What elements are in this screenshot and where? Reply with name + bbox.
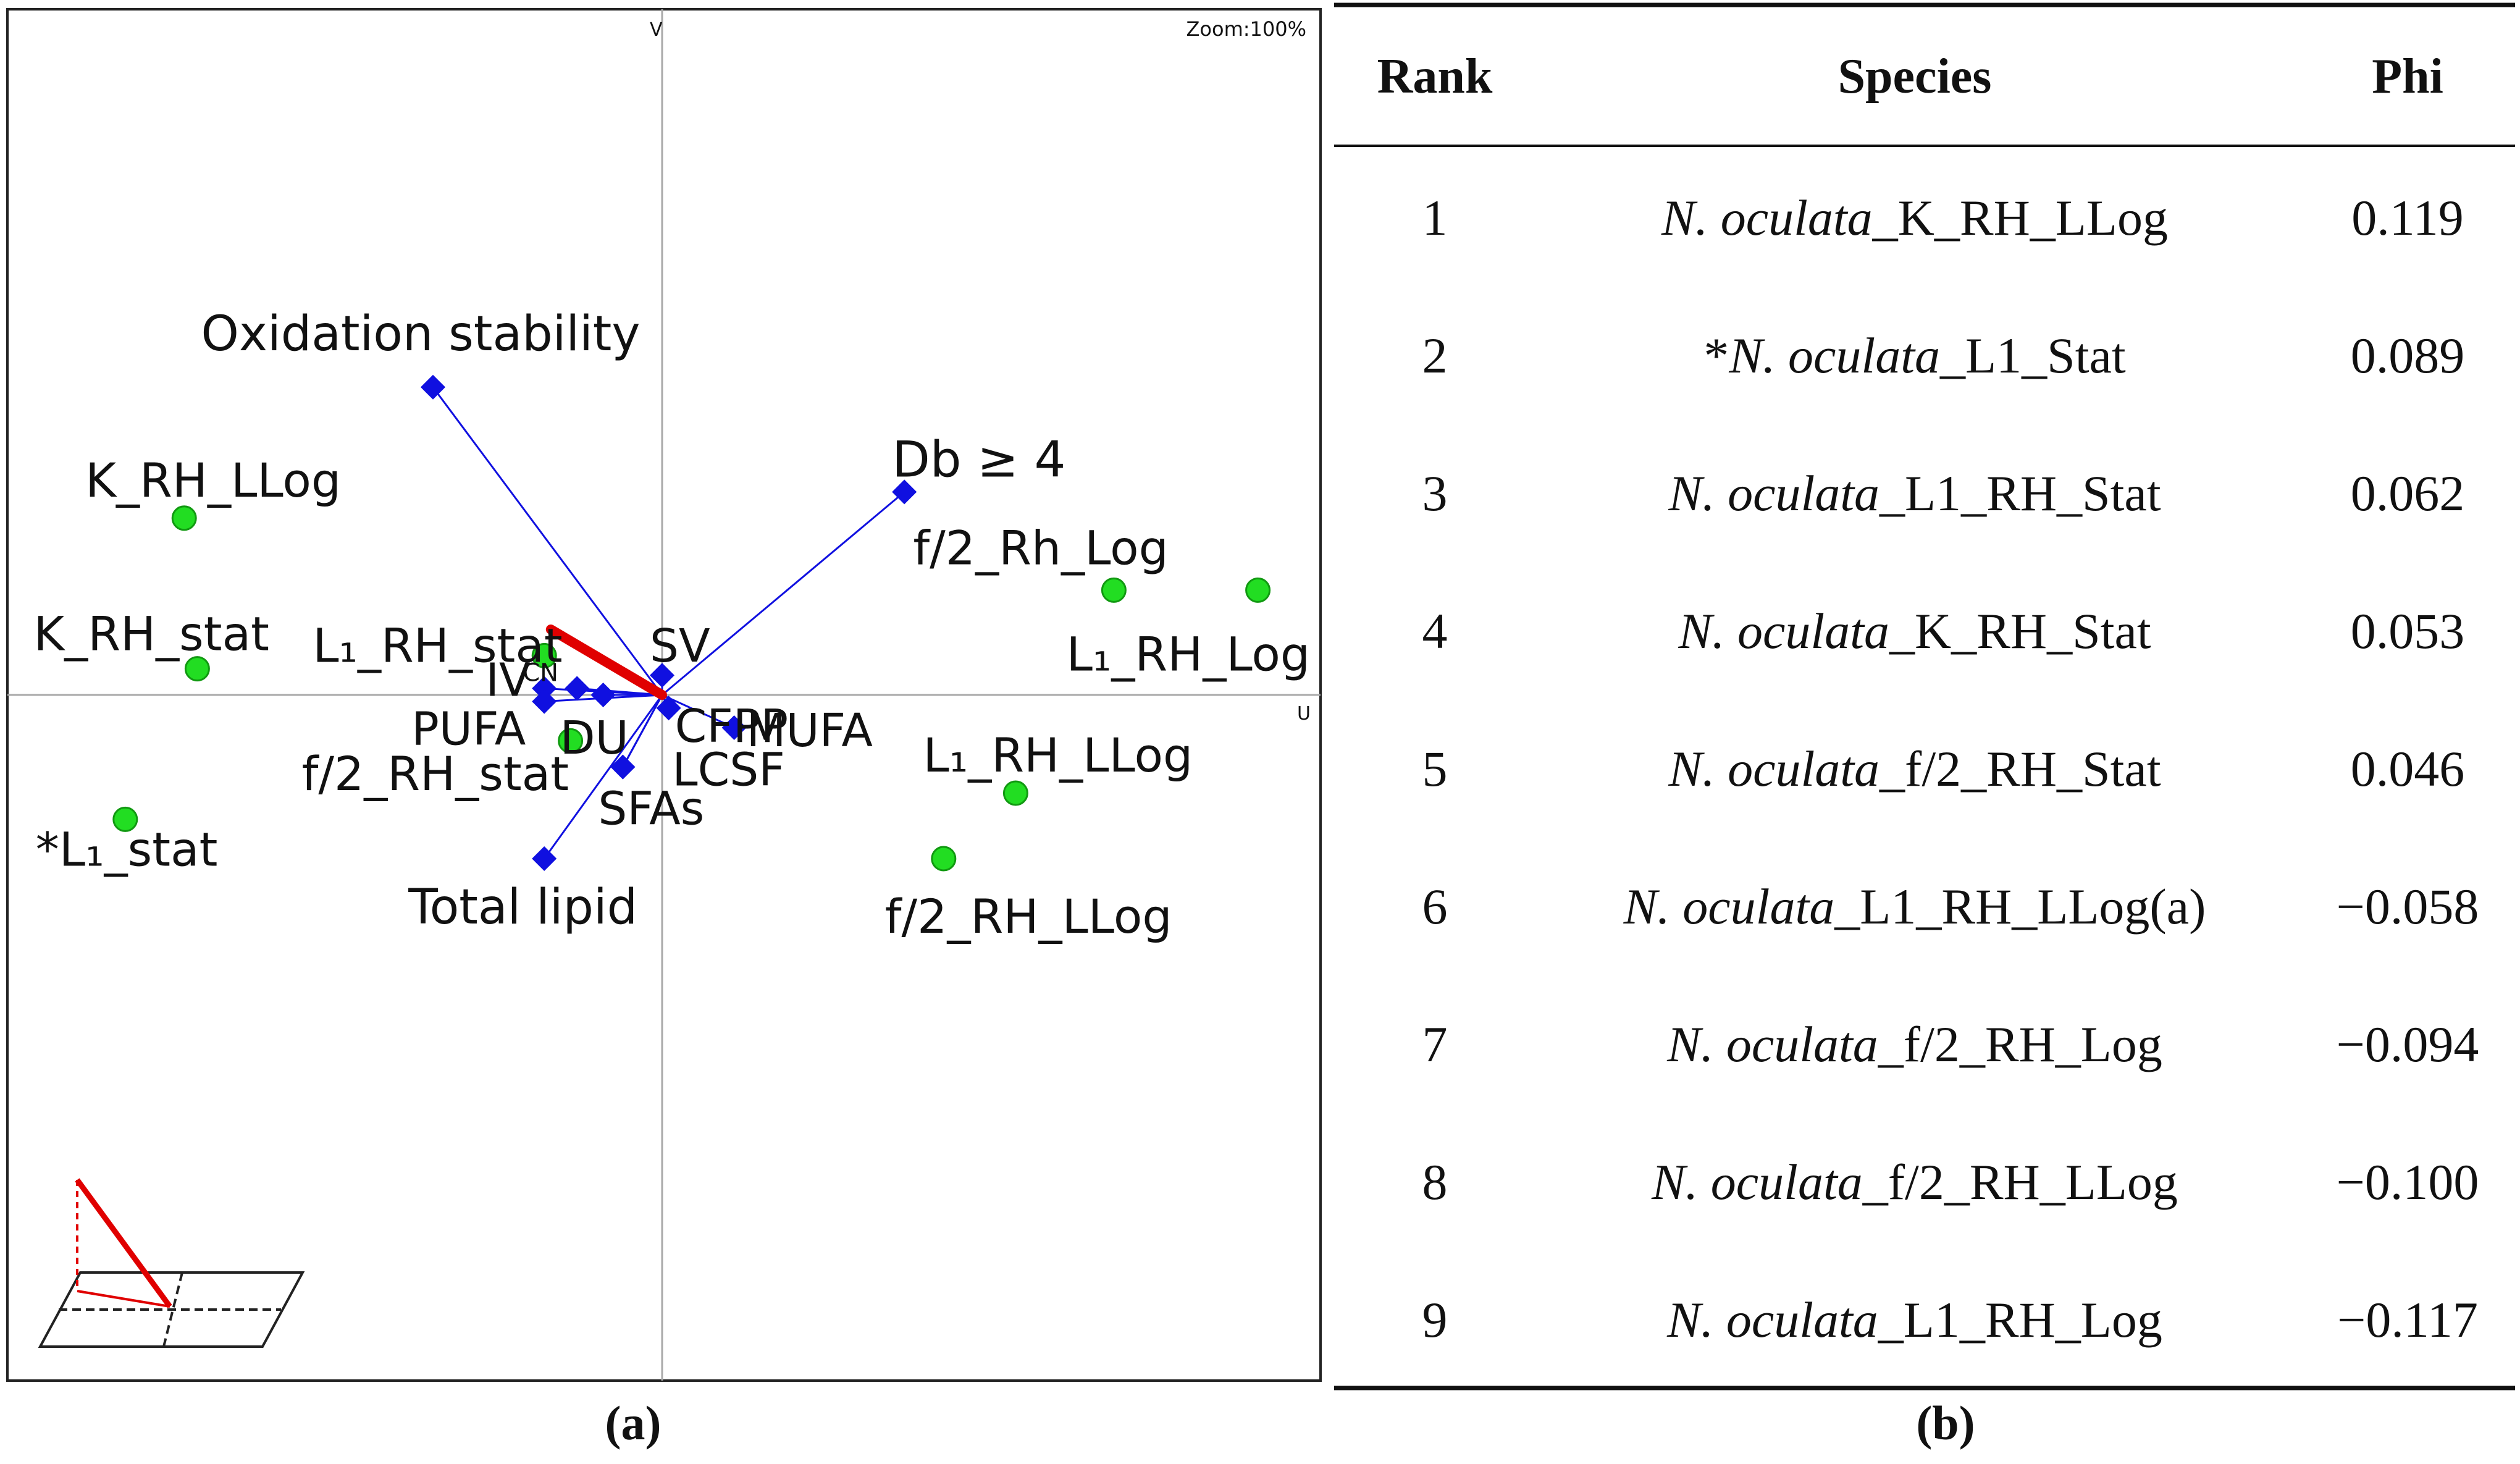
criterion-marker-cn: [565, 676, 590, 701]
criteria-markers: [421, 374, 917, 871]
phi-cell: −0.058: [2337, 878, 2479, 935]
alternative-label-l-stat: *L₁_stat: [36, 822, 218, 877]
rank-cell: 2: [1422, 327, 1448, 384]
rank-cell: 5: [1422, 741, 1448, 797]
criterion-label-pufa: PUFA: [411, 703, 526, 756]
criterion-label-du: DU: [560, 712, 629, 765]
alternative-marker-f-2-rh-llog: [931, 846, 957, 872]
alternative-marker-f-2-rh-stat: [558, 728, 584, 754]
table-row: 7 N. oculata_f/2_RH_Log −0.094: [1422, 1016, 2479, 1072]
alternative-label-k-rh-llog: K_RH_LLog: [85, 453, 341, 508]
alternative-label-l-rh-stat: L₁_RH_stat: [313, 618, 563, 673]
alternative-marker-k-rh-stat: [184, 656, 210, 682]
rank-cell: 7: [1422, 1016, 1448, 1072]
criterion-label-mufa: MUFA: [747, 704, 873, 757]
alternative-marker-f-2-rh-log: [1101, 577, 1127, 603]
phi-cell: 0.053: [2351, 603, 2465, 659]
criterion-label-cn: CN: [523, 658, 558, 687]
species-cell: N. oculata_K_RH_LLog: [1661, 190, 2168, 246]
decision-axis-group: [545, 625, 667, 700]
criterion-label-sv: SV: [650, 620, 710, 673]
alternative-markers: [112, 505, 1271, 872]
criterion-line-db-4: [662, 491, 905, 696]
alternative-label-l-rh-llog: L₁_RH_LLog: [923, 728, 1193, 783]
criterion-line-mufa: [662, 694, 735, 729]
rank-cell: 6: [1422, 878, 1448, 935]
criterion-label-oxidation-stability: Oxidation stability: [201, 306, 640, 362]
species-cell: N. oculata_f/2_RH_Stat: [1668, 741, 2161, 797]
criterion-label-sfas: SFAs: [598, 783, 704, 836]
criterion-line-sfas: [622, 694, 663, 768]
species-cell: N. oculata_f/2_RH_LLog: [1651, 1154, 2178, 1210]
criterion-marker-pufa: [532, 689, 557, 714]
species-cell: N. oculata_K_RH_Stat: [1678, 603, 2151, 659]
criterion-marker-db-4: [892, 479, 917, 505]
species-cell: N. oculata_L1_RH_Stat: [1668, 465, 2161, 521]
species-cell: N. oculata_L1_RH_LLog(a): [1623, 878, 2206, 935]
phi-cell: −0.100: [2337, 1154, 2479, 1210]
alternative-label-f-2-rh-stat: f/2_RH_stat: [302, 746, 569, 801]
table-row: 6 N. oculata_L1_RH_LLog(a) −0.058: [1422, 878, 2479, 935]
alternative-label-l-rh-log: L₁_RH_Log: [1067, 626, 1311, 681]
species-cell: N. oculata_f/2_RH_Log: [1666, 1016, 2162, 1072]
rank-cell: 4: [1422, 603, 1448, 659]
alternative-label-f-2-rh-log: f/2_Rh_Log: [913, 520, 1168, 575]
rank-cell: 8: [1422, 1154, 1448, 1210]
species-cell: *N. oculata_L1_Stat: [1703, 327, 2126, 384]
table-row: 9 N. oculata_L1_RH_Log −0.117: [1422, 1292, 2478, 1348]
rank-cell: 3: [1422, 465, 1448, 521]
criterion-marker-total-lipid: [532, 846, 557, 871]
species-cell: N. oculata_L1_RH_Log: [1666, 1292, 2162, 1348]
column-header-species: Species: [1838, 49, 1992, 104]
criterion-label-lcsf: LCSF: [672, 744, 784, 797]
criterion-line-total-lipid: [543, 694, 663, 859]
rank-cell: 9: [1422, 1292, 1448, 1348]
orientation-inset: [38, 1178, 305, 1348]
alternative-label-k-rh-stat: K_RH_stat: [33, 607, 269, 662]
table-row: 4 N. oculata_K_RH_Stat 0.053: [1422, 603, 2465, 659]
criterion-marker-sfas: [610, 754, 636, 780]
criterion-marker-mufa: [721, 715, 747, 740]
column-header-rank: Rank: [1377, 49, 1493, 104]
alternative-marker-k-rh-llog: [171, 505, 197, 531]
panel-b-caption: (b): [1916, 1396, 1975, 1450]
criterion-marker-sv: [650, 663, 674, 688]
table-body: 1 N. oculata_K_RH_LLog 0.119 2 *N. oculata_L…: [1422, 190, 2479, 1348]
zoom-label: Zoom:100%: [1186, 17, 1306, 41]
table-row: 5 N. oculata_f/2_RH_Stat 0.046: [1422, 741, 2465, 797]
criterion-label-db-4: Db ≥ 4: [892, 431, 1065, 488]
phi-cell: −0.094: [2337, 1016, 2479, 1072]
phi-cell: 0.046: [2351, 741, 2465, 797]
decision-axis-line: [545, 625, 667, 700]
panel-a-caption: (a): [605, 1396, 662, 1450]
table-row: 2 *N. oculata_L1_Stat 0.089: [1422, 327, 2465, 384]
criterion-marker-oxidation-stability: [421, 374, 445, 400]
phi-cell: 0.089: [2351, 327, 2465, 384]
u-axis-label: U: [1297, 703, 1311, 725]
alternative-marker-l-rh-log: [1245, 577, 1271, 603]
column-header-phi: Phi: [2372, 49, 2443, 104]
criterion-line-oxidation-stability: [432, 386, 663, 696]
alternative-marker-l-rh-llog: [1002, 780, 1028, 806]
phi-cell: −0.117: [2337, 1292, 2478, 1348]
criterion-marker-du: [590, 683, 616, 707]
criterion-label-iv: IV: [485, 654, 531, 707]
phi-cell: 0.062: [2351, 465, 2465, 521]
phi-cell: 0.119: [2351, 190, 2463, 246]
criterion-line-cn: [577, 687, 663, 696]
criterion-marker-iv: [532, 676, 557, 701]
table-row: 1 N. oculata_K_RH_LLog 0.119: [1422, 190, 2464, 246]
alternative-marker-l-stat: [112, 806, 138, 832]
v-axis-label: V: [650, 19, 663, 41]
alternative-marker-l-rh-stat: [531, 642, 557, 668]
criterion-label-total-lipid: Total lipid: [408, 880, 637, 935]
alternative-label-f-2-rh-llog: f/2_RH_LLog: [885, 889, 1172, 944]
rank-cell: 1: [1422, 190, 1448, 246]
criterion-marker-cfpp: [656, 696, 681, 721]
table-row: 8 N. oculata_f/2_RH_LLog −0.100: [1422, 1154, 2479, 1210]
criterion-label-cfpp: CFPP: [675, 700, 788, 753]
table-row: 3 N. oculata_L1_RH_Stat 0.062: [1422, 465, 2465, 521]
